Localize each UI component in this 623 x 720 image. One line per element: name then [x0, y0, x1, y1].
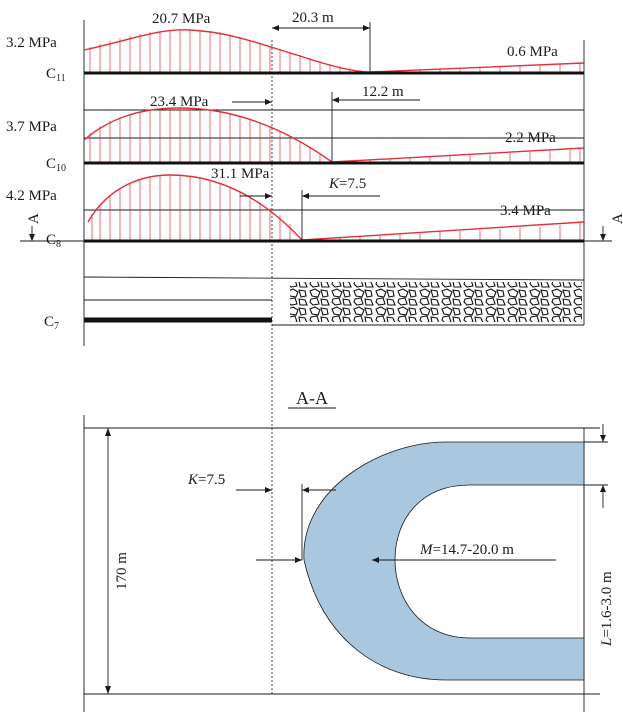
width-dim-label: 170 m [114, 552, 130, 590]
l-dim-label: L=1.6-3.0 m [599, 571, 615, 647]
seam-c10: 3.7 MPa 23.4 MPa 2.2 MPa C10 12.2 m [6, 84, 585, 174]
dim-arrow-c10-left [265, 99, 272, 105]
seam-name-c10: C10 [46, 156, 66, 174]
plan-title: A-A [296, 388, 328, 408]
caved-rock-fill [290, 282, 582, 322]
plan-view: A-A 170 m K=7.5 M=14.7-20.0 m L=1.6-3.0 … [83, 388, 615, 712]
peak-stress-label-c11: 20.7 MPa [152, 11, 211, 27]
peak-stress-label-c8: 31.1 MPa [211, 166, 270, 182]
seam-name-c11: C11 [46, 66, 66, 84]
seam-name-c7: C7 [44, 314, 59, 332]
right-stress-label-c10: 2.2 MPa [505, 130, 556, 146]
m-dim-label: M=14.7-20.0 m [419, 542, 514, 558]
stress-hatch-c8 [91, 175, 581, 240]
section-arrow-right-head [600, 234, 606, 241]
l-dim-arrow-top [600, 435, 606, 442]
right-stress-label-c8: 3.4 MPa [500, 203, 551, 219]
seam-c7: C7 [44, 276, 585, 332]
section-mark-right: A [610, 213, 623, 224]
m-dim-arrow-left [295, 557, 302, 563]
section-mark-left: A [26, 213, 42, 224]
seam-name-c8: C8 [46, 232, 61, 250]
l-dim-arrow-bottom [600, 485, 606, 492]
dim-arrow-c10-right [332, 97, 339, 103]
seam-c8: 4.2 MPa 31.1 MPa 3.4 MPa C8 K=7.5 A A [6, 166, 623, 250]
k-label-plan: K=7.5 [187, 472, 225, 488]
stress-hatch-c11 [89, 30, 581, 72]
k-label-profile: K=7.5 [328, 176, 366, 192]
dim-label-c11: 20.3 m [292, 10, 334, 26]
left-stress-label-c10: 3.7 MPa [6, 119, 57, 135]
stress-curve-c11 [83, 29, 585, 73]
right-stress-label-c11: 0.6 MPa [507, 44, 558, 60]
peak-stress-label-c10: 23.4 MPa [150, 94, 209, 110]
stress-curve-c8 [87, 174, 585, 241]
left-stress-label-c8: 4.2 MPa [6, 188, 57, 204]
k-dim-arrow-plan-left [265, 487, 272, 493]
stress-curve-c10 [83, 107, 585, 163]
left-stress-label-c11: 3.2 MPa [6, 35, 57, 51]
m-dim-arrow-right [372, 557, 379, 563]
dim-label-c10: 12.2 m [362, 84, 404, 100]
seam-c11: 3.2 MPa 20.7 MPa 0.6 MPa C11 20.3 m [6, 10, 585, 84]
section-arrow-left-head [29, 234, 35, 241]
k-dim-arrow-plan-right [302, 487, 309, 493]
coal-pillar-u-shape [303, 441, 585, 681]
strata-line-1 [83, 276, 585, 281]
